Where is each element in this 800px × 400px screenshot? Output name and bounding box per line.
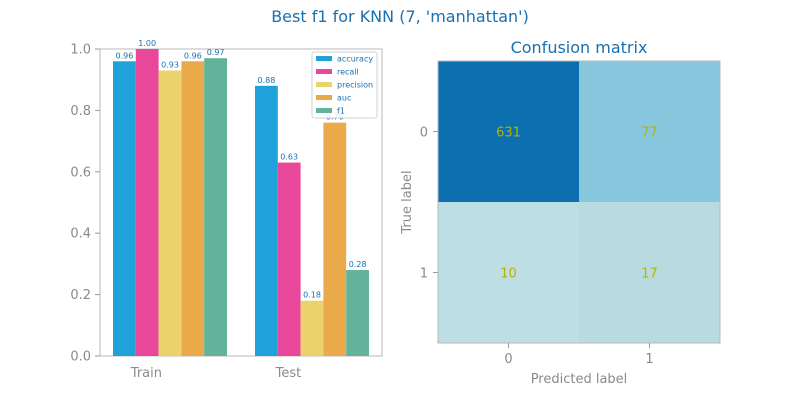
legend-label-accuracy: accuracy [337,55,373,64]
confusion-matrix-frame [437,60,721,344]
legend-swatch-precision [316,82,332,87]
confusion-matrix-xlabel: Predicted label [531,372,628,387]
bar-auc [181,61,205,356]
cm-cell [579,202,720,343]
page-title: Best f1 for KNN (7, 'manhattan') [271,7,529,26]
bar-f1 [204,58,227,357]
bar-value-label: 1.00 [138,39,156,48]
bar-precision [300,300,324,356]
legend-swatch-accuracy [316,56,332,61]
bar-xtick-label: Test [275,366,302,381]
legend-label-auc: auc [337,94,351,103]
cm-cell [438,61,579,202]
legend-box [311,51,378,119]
bar-value-label: 0.18 [303,291,321,300]
bar-ytick-label: 0.2 [70,288,91,303]
cm-xtick-label: 1 [645,352,653,367]
bar-value-label: 0.96 [184,51,202,60]
cm-cell-value: 17 [641,267,658,282]
bar-value-label: 0.63 [280,153,298,162]
bar-value-label: 0.88 [257,76,275,85]
bar-chart-frame [99,48,383,357]
cm-ytick-label: 1 [420,267,428,282]
bar-ytick-label: 0.6 [70,165,91,180]
legend-label-precision: precision [337,81,373,90]
bar-recall [135,49,159,356]
bar-value-label: 0.97 [207,48,225,57]
bar-accuracy [255,85,278,356]
bar-ytick-label: 0.0 [70,350,91,365]
bar-legend: accuracy recall precision auc f1 [311,51,378,119]
cm-xtick-label: 0 [504,352,512,367]
bar-chart: 0.0 0.2 0.4 0.6 0.8 1.0 Train Test 0.96 1.00 0.9… [70,39,383,381]
bar-ytick-label: 1.0 [70,43,91,58]
cm-ytick-label: 0 [420,126,428,141]
legend-swatch-f1 [316,108,332,113]
cm-cell [438,202,579,343]
bar-f1 [346,270,369,356]
bar-x-axis: Train Test [130,366,301,381]
cm-cell [579,61,720,202]
confusion-matrix-cells: 631 77 10 17 [438,61,720,343]
cm-cell-value: 10 [500,267,517,282]
legend-label-recall: recall [337,68,359,77]
bar-y-axis: 0.0 0.2 0.4 0.6 0.8 1.0 [70,43,100,365]
bar-xtick-label: Train [130,366,162,381]
bar-value-label: 0.28 [349,260,367,269]
bar-value-label: 0.93 [161,60,179,69]
bar-ytick-label: 0.8 [70,104,91,119]
bar-recall [277,162,301,356]
bar-ytick-label: 0.4 [70,227,91,242]
cm-cell-value: 631 [496,126,521,141]
confusion-matrix-title: Confusion matrix [511,38,648,57]
legend-swatch-auc [316,95,332,100]
bar-auc [323,122,347,357]
legend-swatch-recall [316,69,332,74]
bar-value-label: 0.96 [115,51,133,60]
bar-accuracy [113,61,136,356]
confusion-matrix-ylabel: True label [400,170,415,234]
bar-precision [158,70,182,357]
cm-cell-value: 77 [641,126,658,141]
confusion-matrix-y-axis: 01 [420,126,438,282]
legend-label-f1: f1 [337,107,345,116]
bar-series [113,49,369,357]
